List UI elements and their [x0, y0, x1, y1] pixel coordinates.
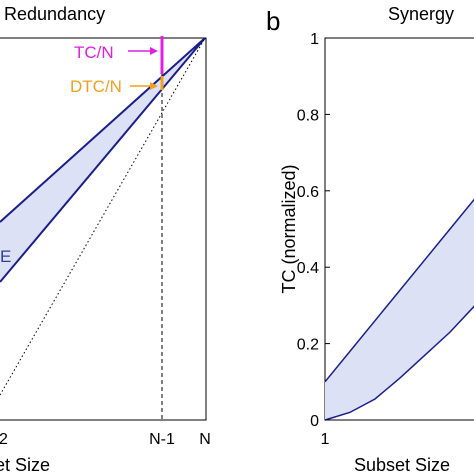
synergy-ylabel: TC (normalized)	[279, 164, 299, 293]
redundancy-upper-line	[0, 37, 206, 223]
synergy-ytick-label: 0.8	[297, 107, 319, 124]
synergy-ytick-label: 0.6	[297, 184, 319, 201]
redundancy-xlabel: Subset Size	[0, 455, 50, 474]
redundancy-lower-line	[0, 37, 206, 283]
synergy-ytick-label: 0	[310, 413, 319, 430]
synergy-upper-line	[324, 198, 474, 383]
synergy-xlabel: Subset Size	[354, 455, 450, 474]
tc-label: TC/N	[74, 43, 114, 62]
tc-arrowhead	[150, 47, 158, 55]
synergy-ytick-label: 1	[310, 31, 319, 48]
redundancy-xtick-2: 2	[0, 431, 8, 448]
redundancy-xtick-n-minus-1: N-1	[149, 431, 175, 448]
dtc-label: DTC/N	[70, 77, 122, 96]
synergy-xtick-1: 1	[321, 431, 330, 448]
panel-synergy: b Synergy 0 0.2 0.4 0.6 0.8 1 1 Subset Size T…	[266, 4, 474, 474]
panel-redundancy: Redundancy TC/N DTC/N E 2 N-1 N Subset S…	[0, 4, 211, 474]
redundancy-title: Redundancy	[4, 4, 105, 24]
panel-label-b: b	[266, 6, 280, 36]
synergy-y-ticks: 0 0.2 0.4 0.6 0.8 1	[297, 31, 330, 430]
synergy-title: Synergy	[388, 4, 454, 24]
synergy-ytick-label: 0.4	[297, 260, 319, 277]
redundancy-diagonal	[0, 37, 206, 396]
redundancy-xtick-n: N	[199, 431, 211, 448]
synergy-lower-line	[324, 305, 474, 421]
redundancy-axes-box	[0, 37, 207, 421]
e-label: E	[0, 247, 11, 266]
dtc-arrowhead	[150, 82, 158, 90]
synergy-ytick-label: 0.2	[297, 337, 319, 354]
synergy-band	[325, 199, 474, 420]
synergy-axes-box	[324, 37, 474, 421]
